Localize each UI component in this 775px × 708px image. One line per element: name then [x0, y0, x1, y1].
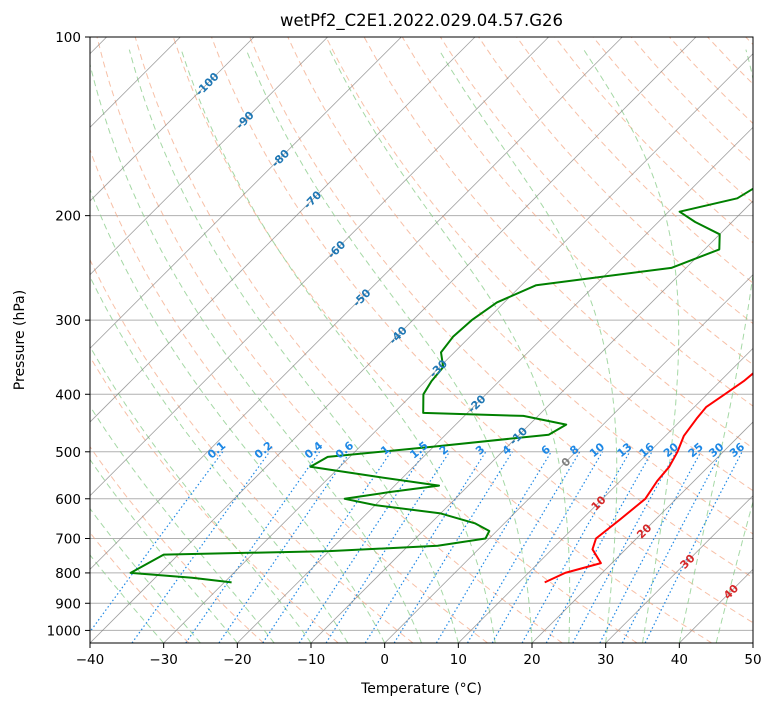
x-tick-label: 20 [523, 652, 540, 668]
isotherm-line [384, 274, 753, 643]
mixing-ratio-line [218, 451, 351, 643]
mixing-ratio-line [521, 451, 631, 643]
dry-adiabat-line [249, 37, 753, 579]
chart-title: wetPf2_C2E1.2022.029.04.57.G26 [280, 11, 563, 31]
isotherm-line [163, 53, 753, 643]
x-axis-label: Temperature (°C) [360, 681, 482, 697]
mixing-ratio-line [644, 451, 743, 643]
moist-adiabat-line [245, 49, 533, 643]
x-tick-label: 0 [380, 652, 389, 668]
moist-adiabat-line [90, 62, 422, 643]
moist-adiabat-line [328, 49, 571, 643]
plot-area: -100-90-80-70-60-50-40-30-20-10010203040… [90, 37, 753, 643]
x-tick-label: −10 [297, 652, 326, 668]
isotherm-line [237, 126, 753, 643]
y-tick-label: 400 [55, 387, 81, 403]
x-tick-label: −30 [149, 652, 178, 668]
moist-adiabats [90, 49, 753, 643]
isotherms [90, 37, 753, 643]
sounding-profiles [129, 187, 753, 584]
x-tick-label: −40 [76, 652, 105, 668]
isotherm-line [310, 200, 753, 643]
isotherm-line [531, 421, 753, 643]
mixing-ratio-line [131, 451, 271, 643]
x-tick-label: −20 [223, 652, 252, 668]
mixing-ratio-line [325, 451, 451, 643]
isotherm-line [90, 37, 623, 570]
mixing-ratio-line [298, 451, 426, 643]
isotherm-line [90, 37, 328, 276]
y-tick-label: 600 [55, 492, 81, 508]
dewpoint-profile-line [129, 187, 753, 584]
dry-adiabat-line [90, 258, 414, 643]
mixing-ratio-line [185, 451, 321, 643]
x-tick-label: 10 [450, 652, 467, 668]
moist-adiabat-line [90, 458, 238, 643]
dry-adiabat-line [90, 445, 264, 643]
moist-adiabat-line [90, 275, 349, 643]
moist-adiabat-line [128, 49, 459, 643]
mixing-ratio-line [364, 451, 487, 643]
mixing-ratio-line [435, 451, 552, 643]
isotherm-line [90, 37, 255, 202]
isotherm-line [90, 37, 402, 349]
y-tick-label: 800 [55, 566, 81, 582]
dry-adiabat-line [287, 37, 753, 535]
dry-adiabat-line [134, 37, 638, 643]
isotherm-line [90, 37, 697, 643]
dry-adiabat-line [211, 37, 753, 624]
isotherm-line [90, 37, 549, 497]
y-tick-label: 100 [55, 30, 81, 46]
moist-adiabat-line [715, 499, 753, 643]
mixing-ratio-lines [90, 451, 743, 643]
dry-adiabat-line [516, 37, 753, 284]
y-axis-ticks: 100 200 300 400 500 600 700 800 900 1000 [47, 30, 90, 639]
x-tick-label: 50 [744, 652, 761, 668]
isotherm-line [458, 347, 753, 643]
dry-adiabats [90, 37, 753, 643]
moist-adiabat-line [678, 49, 753, 643]
temperature-profile-line [544, 372, 753, 584]
moist-adiabat-line [90, 507, 201, 643]
y-axis-label: Pressure (hPa) [12, 290, 28, 390]
mixing-ratio-line [599, 451, 702, 643]
moist-adiabat-line [90, 405, 275, 643]
moist-adiabat-line [180, 49, 496, 643]
moist-adiabat-line [90, 554, 165, 643]
y-tick-label: 500 [55, 445, 81, 461]
y-tick-label: 200 [55, 209, 81, 225]
mixing-ratio-line [262, 451, 392, 643]
mixing-ratio-line [90, 451, 224, 633]
y-tick-label: 700 [55, 532, 81, 548]
isotherm-line [90, 37, 476, 423]
dry-adiabat-line [96, 37, 563, 643]
mixing-ratio-line [572, 451, 677, 643]
mixing-ratio-line [545, 451, 653, 643]
moist-adiabat-line [583, 49, 680, 643]
dry-adiabat-line [172, 37, 712, 643]
y-tick-label: 900 [55, 596, 81, 612]
y-tick-label: 1000 [47, 623, 81, 639]
dry-adiabat-line [90, 355, 339, 643]
y-tick-label: 300 [55, 313, 81, 329]
moist-adiabat-line [438, 49, 618, 643]
dry-adiabat-line [325, 37, 753, 492]
isotherm-line [605, 495, 753, 643]
x-axis-ticks: −40 −30 −20 −10 0 10 20 30 40 50 [76, 643, 762, 668]
plot-frame [89, 36, 754, 644]
x-tick-label: 40 [671, 652, 688, 668]
x-tick-label: 30 [597, 652, 614, 668]
